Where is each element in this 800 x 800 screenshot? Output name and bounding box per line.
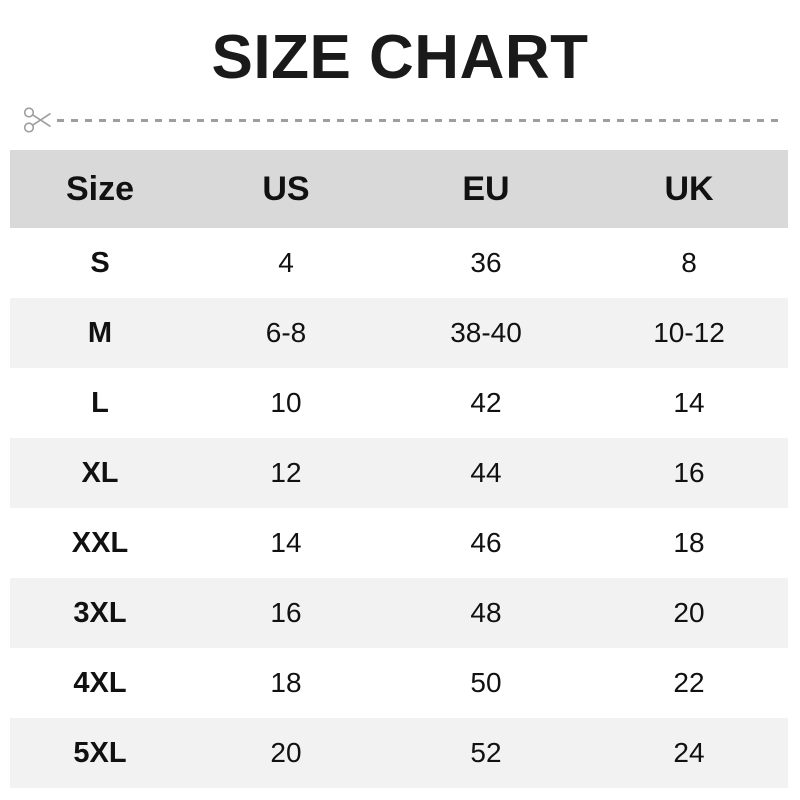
cell-eu: 48 — [470, 597, 502, 628]
cell-eu: 38-40 — [450, 317, 522, 348]
table-row: L 10 42 14 — [10, 368, 788, 438]
cell-uk: 18 — [673, 527, 705, 558]
cell-size: 4XL — [73, 666, 127, 699]
scissors-icon — [23, 107, 51, 133]
table-row: 5XL 20 52 24 — [10, 718, 788, 788]
cell-eu: 36 — [470, 247, 502, 278]
cell-eu: 42 — [470, 387, 502, 418]
cell-us: 12 — [270, 457, 302, 488]
table-row: 3XL 16 48 20 — [10, 578, 788, 648]
table-header-row: Size US EU UK — [10, 150, 788, 228]
column-header-size: Size — [65, 170, 135, 208]
cell-us: 10 — [270, 387, 302, 418]
cell-uk: 24 — [673, 737, 705, 768]
cell-us: 4 — [278, 247, 294, 278]
cell-us: 20 — [270, 737, 302, 768]
cell-eu: 52 — [470, 737, 502, 768]
cell-uk: 22 — [673, 667, 705, 698]
column-header-eu: EU — [462, 170, 510, 208]
cut-line — [22, 103, 778, 137]
cell-us: 16 — [270, 597, 302, 628]
table-row: S 4 36 8 — [10, 228, 788, 298]
cell-eu: 50 — [470, 667, 502, 698]
cell-uk: 14 — [673, 387, 705, 418]
cell-uk: 16 — [673, 457, 705, 488]
size-chart-table: Size US EU UK S 4 36 8 M 6-8 38-40 10-12… — [10, 150, 788, 788]
dashed-cut-line — [57, 118, 778, 122]
table-row: 4XL 18 50 22 — [10, 648, 788, 718]
cell-eu: 44 — [470, 457, 502, 488]
cell-size: L — [91, 386, 109, 419]
column-header-us: US — [262, 170, 310, 208]
cell-uk: 8 — [681, 247, 697, 278]
cell-size: S — [90, 246, 110, 279]
cell-size: M — [87, 316, 113, 349]
cell-uk: 20 — [673, 597, 705, 628]
cell-size: 5XL — [73, 736, 127, 769]
table-row: M 6-8 38-40 10-12 — [10, 298, 788, 368]
cell-us: 14 — [270, 527, 302, 558]
cell-uk: 10-12 — [653, 317, 725, 348]
table-row: XL 12 44 16 — [10, 438, 788, 508]
cell-us: 6-8 — [265, 317, 307, 348]
page-title: SIZE CHART — [211, 23, 589, 92]
cell-size: XXL — [71, 526, 129, 559]
cell-eu: 46 — [470, 527, 502, 558]
table-row: XXL 14 46 18 — [10, 508, 788, 578]
cell-size: 3XL — [73, 596, 127, 629]
column-header-uk: UK — [664, 170, 714, 208]
cell-us: 18 — [270, 667, 302, 698]
cell-size: XL — [81, 456, 119, 489]
